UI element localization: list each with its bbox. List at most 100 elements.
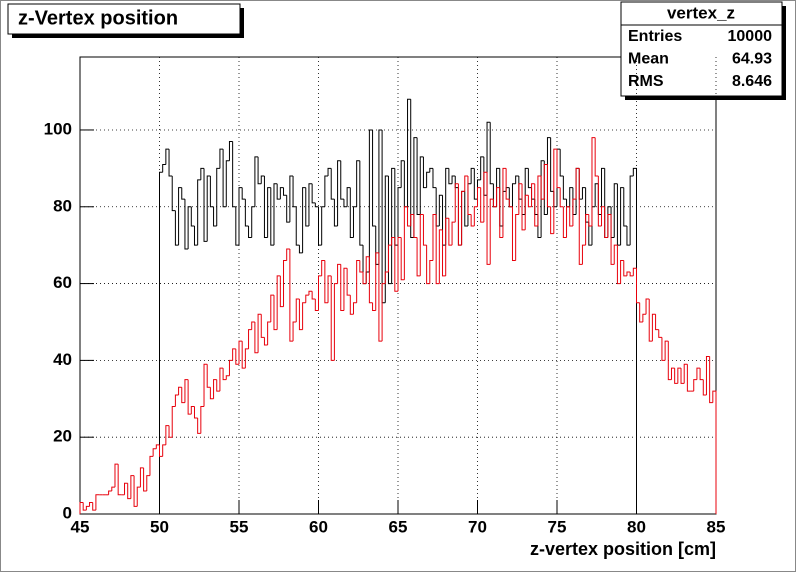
histogram-bin (318, 206, 322, 246)
histogram-bin (422, 156, 427, 189)
histogram-bin (289, 175, 294, 223)
histogram-bin (410, 213, 414, 226)
histogram-bin (467, 176, 472, 215)
histogram-bin (181, 187, 185, 200)
histogram-bin (251, 321, 255, 330)
histogram-bin (190, 405, 195, 415)
histogram-bin (260, 175, 265, 184)
histogram-bin (368, 256, 373, 304)
histogram-bin (222, 368, 227, 381)
histogram-bin (709, 356, 713, 404)
histogram-bin (95, 494, 100, 511)
histogram-bin (518, 183, 523, 215)
histogram-bin (216, 379, 220, 392)
histogram-bin (340, 264, 344, 311)
histogram-bin (92, 502, 96, 511)
histogram-bin (200, 167, 205, 180)
histogram-bin (651, 313, 656, 342)
histogram-bin (346, 187, 351, 207)
histogram-bin (302, 187, 306, 253)
stats-value: 8.646 (732, 73, 772, 90)
histogram-bin (327, 275, 332, 303)
histogram-bin (391, 236, 395, 246)
histogram-bin (432, 168, 437, 189)
histogram-bin (645, 298, 650, 315)
histogram-bin (601, 206, 605, 226)
histogram-bin (292, 176, 297, 208)
histogram-bin (372, 302, 376, 311)
histogram-bin (114, 463, 119, 488)
histogram-bin (454, 183, 459, 223)
histogram-bin (159, 444, 163, 457)
histogram-bin (394, 237, 398, 292)
x-tick-label: 85 (707, 517, 726, 536)
histogram-bin (311, 183, 316, 204)
histogram-bin (626, 225, 631, 246)
histogram-bin (124, 482, 128, 495)
histogram-bin (146, 475, 150, 491)
histogram-bin (629, 175, 634, 246)
histogram-bin (604, 206, 608, 238)
histogram-bin (225, 375, 230, 380)
histogram-bin (655, 314, 659, 331)
histogram-bin (314, 298, 319, 311)
histogram-bin (546, 164, 551, 208)
histogram-bin (569, 187, 573, 207)
histogram-bin (152, 448, 157, 457)
histogram-bin (298, 298, 303, 331)
histogram-bin (613, 244, 618, 265)
histogram-bin (531, 183, 535, 207)
histogram-bin (429, 167, 433, 173)
histogram-bin (206, 175, 211, 242)
histogram-bin (139, 467, 144, 488)
histogram-bin (378, 129, 383, 265)
histogram-bin (400, 160, 405, 188)
histogram-bin (629, 272, 634, 277)
histogram-bin (588, 214, 592, 227)
histogram-bin (79, 501, 84, 514)
histogram-bin (283, 187, 287, 196)
histogram-bin (588, 222, 592, 246)
stats-label: Entries (628, 28, 682, 45)
x-tick-label: 65 (389, 517, 408, 536)
histogram-bin (311, 291, 316, 300)
histogram-bin (276, 183, 281, 200)
histogram-bin (263, 337, 268, 346)
histogram-bin (276, 275, 281, 330)
histogram-bin (257, 156, 262, 185)
histogram-bin (696, 367, 701, 380)
histogram-bin (318, 275, 322, 311)
histogram-bin (184, 379, 189, 403)
histogram-bin (213, 206, 217, 227)
histogram-bin (562, 176, 567, 200)
histogram-bin (534, 183, 538, 227)
histogram-bin (642, 313, 647, 322)
histogram-bin (219, 148, 224, 169)
histogram-bin (206, 364, 211, 388)
histogram-bin (702, 379, 707, 396)
histogram-bin (693, 379, 697, 392)
histogram-bin (178, 187, 182, 246)
histogram-bin (448, 168, 453, 185)
histogram-bin (365, 256, 370, 284)
histogram-bin (550, 137, 554, 192)
y-tick-label: 100 (44, 119, 72, 138)
histogram-bin (511, 206, 516, 262)
histogram-bin (413, 214, 418, 238)
histogram-bin (486, 172, 491, 265)
histogram-bin (620, 260, 624, 284)
histogram-bin (302, 302, 306, 330)
histogram-bin (349, 295, 354, 315)
histogram-bin (648, 298, 653, 342)
histogram-bin (187, 206, 192, 250)
histogram-bin (422, 214, 427, 246)
histogram-bin (327, 167, 332, 177)
histogram-bin (308, 290, 313, 296)
x-tick-label: 70 (468, 517, 487, 536)
histogram-bin (168, 425, 173, 438)
histogram-bin (636, 268, 640, 304)
histogram-bin (492, 199, 497, 208)
histogram-bin (537, 175, 542, 226)
histogram-bin (82, 502, 87, 511)
histogram-bin (429, 260, 433, 284)
